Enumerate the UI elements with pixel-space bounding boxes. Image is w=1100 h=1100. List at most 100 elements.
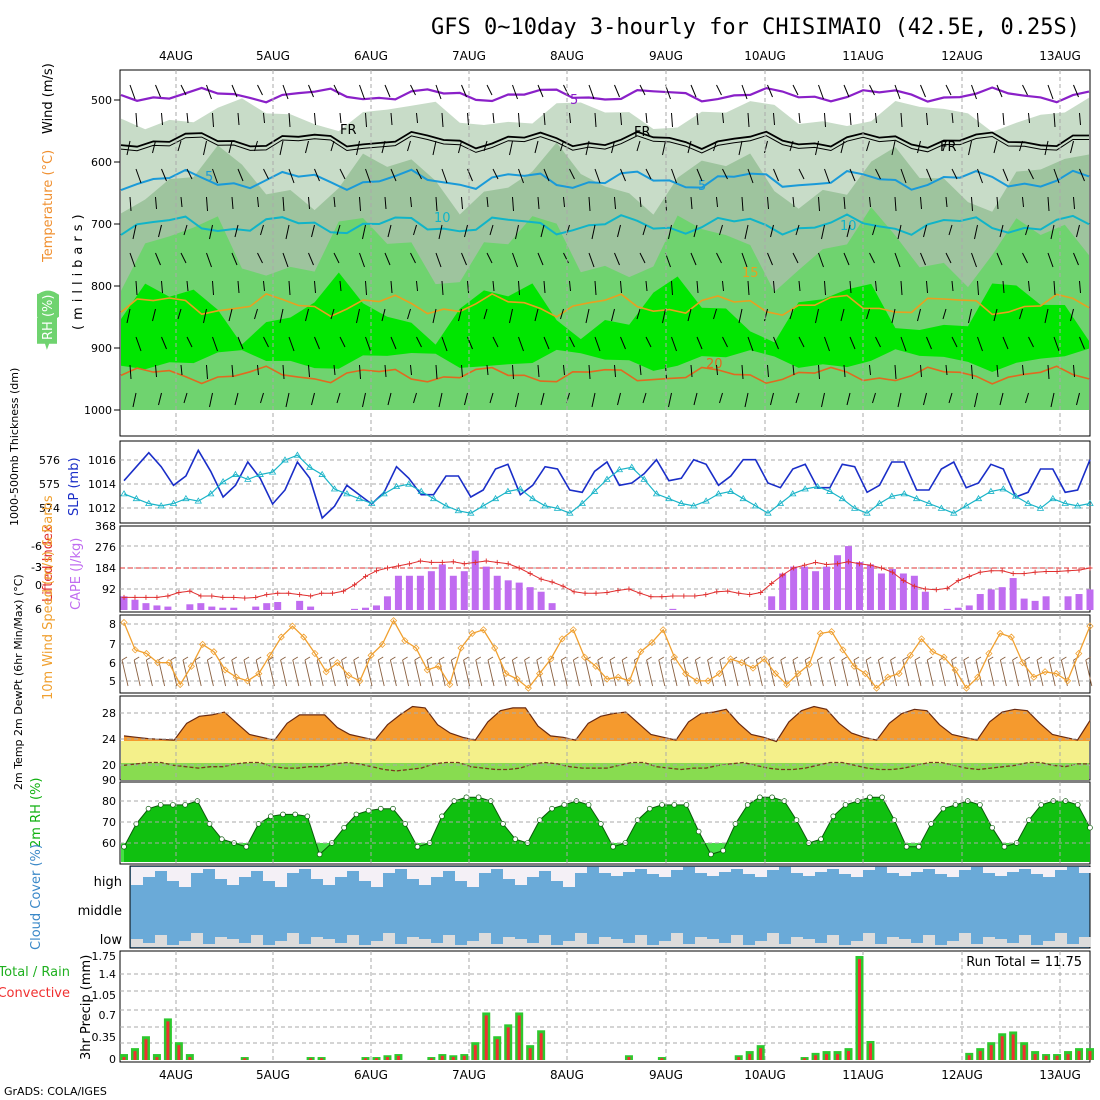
wind-barb	[1053, 112, 1056, 128]
precip-conv-bar-17	[309, 1058, 313, 1060]
thickness-point-2	[145, 499, 153, 506]
li-point-67	[856, 561, 862, 567]
thickness-point-77	[1073, 502, 1082, 509]
rh-point-70	[977, 802, 983, 808]
wind-barb	[614, 252, 620, 266]
thickness-point-10	[244, 475, 252, 482]
label-20: 20	[706, 357, 723, 372]
wind-barb	[770, 224, 774, 238]
wind-barb	[977, 336, 983, 352]
wind-barb	[792, 196, 795, 208]
wind-barb-79	[1085, 656, 1093, 687]
wind-barb	[407, 308, 411, 320]
wind-barb	[617, 392, 621, 406]
wind-barb-3	[158, 656, 166, 687]
wind-point-31	[468, 629, 476, 637]
precip-conv-bar-2	[144, 1039, 148, 1060]
wind-point-7	[199, 640, 207, 648]
li-point-22	[363, 573, 368, 579]
wind-barb	[467, 280, 469, 294]
wind-barb	[560, 140, 564, 152]
wind-barb	[228, 308, 233, 322]
wind-barb	[611, 140, 615, 154]
wind-barb	[866, 308, 870, 320]
contour-10	[120, 213, 1090, 236]
wind-barb	[231, 84, 238, 98]
wind-barb	[254, 140, 258, 152]
cape-bar-17	[307, 606, 315, 610]
wind-barb	[390, 112, 393, 126]
li-point-45	[615, 587, 621, 593]
cloud-low-25	[431, 943, 443, 947]
li-point-42	[582, 590, 588, 596]
wind-barb	[945, 84, 952, 96]
thickness-point-23	[405, 480, 413, 487]
wind-barb	[869, 364, 871, 376]
cloud-low-7	[215, 937, 227, 947]
cloud-low-26	[443, 935, 455, 947]
rh-point-57	[818, 836, 824, 842]
wind-barb	[305, 308, 309, 322]
wind-barb	[263, 112, 265, 124]
wind-barb	[639, 84, 646, 96]
wind-barb	[744, 392, 749, 408]
wind-barb	[1047, 84, 1054, 100]
wind-point-68	[884, 673, 892, 681]
wind-barb	[135, 112, 138, 128]
cape-bar-80	[998, 587, 1006, 610]
li-point-43	[593, 590, 599, 596]
wind-barb	[543, 280, 546, 294]
cloud-high-17	[335, 867, 347, 877]
li-point-69	[878, 565, 884, 571]
wind-barb	[435, 364, 438, 380]
wind-barb	[668, 392, 672, 408]
wind-barb	[288, 336, 295, 352]
rh-point-74	[1026, 817, 1032, 823]
cape-bar-28	[427, 571, 435, 610]
wind-barb	[569, 280, 571, 292]
wind-barb	[719, 224, 723, 236]
cloud-high-68	[947, 867, 959, 877]
li-point-16	[297, 592, 303, 598]
wind-point-1	[131, 646, 139, 654]
thickness-point-46	[689, 502, 698, 509]
wind-barb	[971, 196, 973, 212]
precip-conv-bar-34	[495, 1039, 499, 1060]
wind-point-14	[277, 633, 285, 641]
thickness-point-64	[912, 494, 921, 502]
cloud-high-20	[371, 867, 383, 887]
cloud-high-18	[347, 867, 359, 871]
bottom-date-12AUG: 12AUG	[941, 1068, 983, 1082]
li-point-63	[813, 559, 819, 565]
wind-barb	[413, 224, 417, 236]
wind-barb-12	[267, 656, 275, 687]
wind-barb	[818, 84, 824, 100]
cloud-high-14	[299, 867, 311, 869]
wind-barb	[696, 112, 699, 126]
cloud-low-14	[299, 944, 311, 947]
rh-point-44	[659, 802, 665, 808]
wind-barb	[843, 196, 846, 210]
cloud-low-47	[695, 937, 707, 947]
wind-barb	[872, 392, 876, 404]
cape-bar-24	[383, 596, 391, 610]
rh-point-39	[598, 821, 604, 827]
rh-point-23	[402, 821, 408, 827]
temp-tick-28: 28	[102, 707, 116, 720]
cloud-low-4	[179, 941, 191, 947]
cape-bar-79	[987, 589, 995, 610]
li-point-39	[549, 579, 555, 585]
cape-bar-38	[537, 591, 545, 610]
cape-bar-82	[1020, 598, 1028, 610]
cloud-high-5	[191, 867, 203, 873]
wind-barb	[926, 280, 928, 294]
thickness-point-1	[132, 494, 141, 502]
cloud-high-39	[599, 867, 611, 873]
li-point-52	[692, 593, 698, 599]
wind-barb	[416, 112, 418, 124]
dewpoint-line	[123, 761, 1090, 772]
wind-barb	[897, 392, 902, 408]
wind-barb	[512, 84, 518, 100]
cape-bar-50	[669, 608, 677, 610]
